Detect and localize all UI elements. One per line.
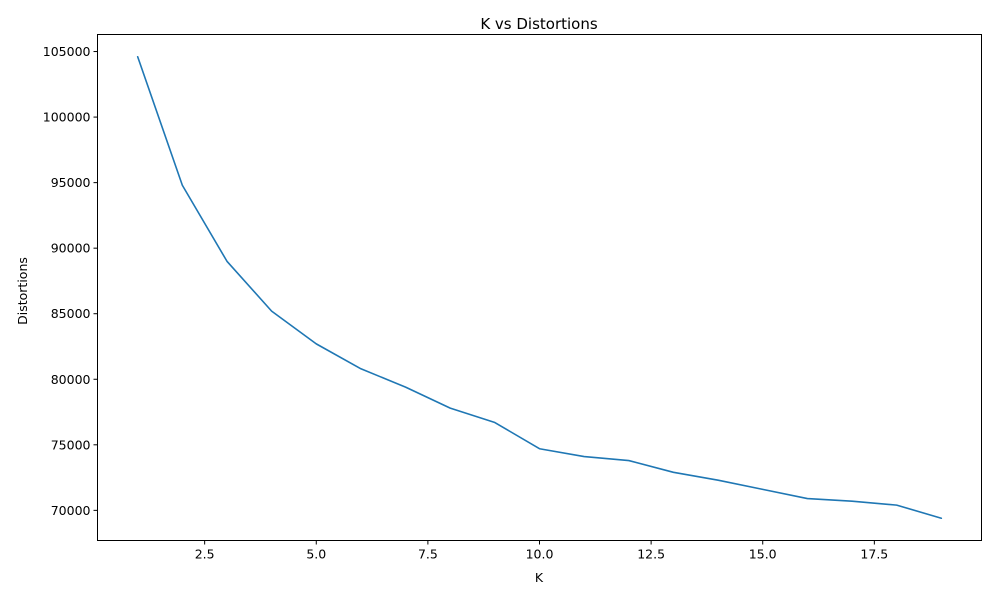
x-tick-label: 15.0	[749, 547, 777, 562]
y-tick-label: 70000	[51, 503, 91, 518]
y-tick-label: 80000	[51, 372, 91, 387]
y-axis: 70000 75000 80000 85000 90000 95000 100000 1050…	[43, 44, 98, 518]
plot-area	[136, 55, 943, 520]
x-tick-label: 5.0	[306, 547, 326, 562]
x-tick-label: 12.5	[637, 547, 665, 562]
y-tick-label: 75000	[51, 437, 91, 452]
chart-title: K vs Distortions	[480, 15, 598, 33]
y-tick-label: 105000	[43, 44, 91, 59]
x-tick-label: 7.5	[418, 547, 438, 562]
x-tick-label: 2.5	[195, 547, 215, 562]
y-axis-label: Distortions	[15, 257, 30, 325]
y-tick-label: 100000	[43, 110, 91, 125]
x-tick-label: 10.0	[526, 547, 554, 562]
y-tick-label: 90000	[51, 241, 91, 256]
x-tick-label: 17.5	[860, 547, 888, 562]
y-tick-label: 95000	[51, 175, 91, 190]
y-tick-label: 85000	[51, 306, 91, 321]
plot-frame	[97, 34, 982, 541]
series-line	[136, 55, 943, 520]
x-axis-label: K	[535, 570, 544, 585]
x-axis: 2.5 5.0 7.5 10.0 12.5 15.0 17.5	[195, 540, 888, 562]
